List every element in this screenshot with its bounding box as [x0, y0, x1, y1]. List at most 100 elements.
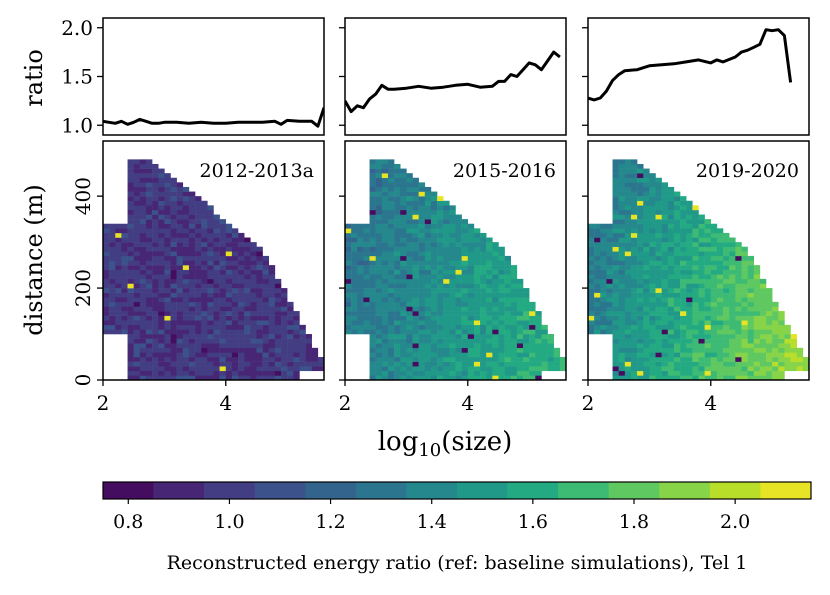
heatmap-cell	[673, 334, 681, 339]
heatmap-cell	[430, 315, 438, 321]
heatmap-cell	[630, 200, 638, 206]
heatmap-cell	[381, 334, 389, 339]
heatmap-cell	[729, 278, 736, 284]
heatmap-cell	[480, 292, 487, 298]
heatmap-cell	[133, 168, 141, 174]
heatmap-cell	[219, 288, 227, 293]
heatmap-cell	[363, 237, 370, 243]
heatmap-cell	[139, 324, 147, 330]
heatmap-cell	[643, 223, 650, 229]
heatmap-cell	[729, 246, 736, 252]
heatmap-cell	[624, 251, 632, 257]
heatmap-cell	[219, 347, 227, 353]
heatmap-cell	[213, 278, 220, 284]
heatmap-cell	[704, 311, 712, 316]
heatmap-cell	[424, 265, 432, 270]
heatmap-cell	[201, 246, 208, 252]
heatmap-cell	[400, 288, 407, 293]
heatmap-cell	[430, 311, 438, 316]
heatmap-cell	[612, 370, 619, 376]
heatmap-cell	[643, 182, 650, 188]
heatmap-cell	[164, 269, 171, 275]
heatmap-cell	[213, 343, 220, 349]
heatmap-cell	[655, 237, 662, 243]
heatmap-cell	[219, 269, 227, 275]
heatmap-cell	[618, 324, 626, 330]
heatmap-cell	[225, 366, 233, 372]
heatmap-cell	[201, 320, 208, 326]
heatmap-cell	[747, 288, 754, 293]
heatmap-cell	[400, 278, 407, 284]
heatmap-cell	[600, 255, 607, 261]
heatmap-cell	[467, 292, 475, 298]
heatmap-cell	[363, 246, 370, 252]
heatmap-cell	[121, 274, 128, 280]
heatmap-cell	[406, 297, 413, 303]
heatmap-cell	[170, 375, 177, 381]
heatmap-cell	[710, 315, 718, 321]
heatmap-cell	[139, 311, 147, 316]
heatmap-cell	[588, 223, 595, 229]
heatmap-cell	[704, 361, 712, 367]
heatmap-cell	[176, 283, 184, 289]
heatmap-cell	[412, 242, 419, 247]
heatmap-cell	[612, 347, 619, 353]
heatmap-cell	[406, 269, 413, 275]
heatmap-cell	[630, 283, 638, 289]
heatmap-cell	[686, 343, 693, 349]
heatmap-cell	[735, 366, 742, 372]
heatmap-cell	[766, 329, 773, 335]
heatmap-cell	[673, 361, 681, 367]
heatmap-cell	[673, 338, 681, 344]
heatmap-cell	[188, 214, 196, 220]
heatmap-cell	[139, 163, 147, 169]
heatmap-cell	[115, 274, 122, 280]
heatmap-cell	[437, 324, 444, 330]
heatmap-cell	[219, 260, 227, 266]
heatmap-cell	[461, 265, 469, 270]
heatmap-cell	[753, 265, 761, 270]
heatmap-cell	[437, 232, 444, 238]
heatmap-cell	[363, 292, 370, 298]
distance-tick-label: 0	[71, 374, 95, 387]
heatmap-cell	[643, 260, 650, 266]
heatmap-cell	[158, 357, 165, 362]
heatmap-cell	[195, 228, 202, 234]
heatmap-cell	[741, 278, 748, 284]
heatmap-cell	[109, 232, 116, 238]
heatmap-cell	[170, 278, 177, 284]
heatmap-cell	[667, 255, 675, 261]
heatmap-cell	[293, 320, 300, 326]
heatmap-cell	[231, 343, 239, 349]
heatmap-cell	[145, 366, 153, 372]
heatmap-cell	[357, 255, 364, 261]
heatmap-cell	[498, 274, 505, 280]
heatmap-cell	[437, 223, 444, 229]
heatmap-cell	[710, 237, 718, 243]
heatmap-cell	[680, 232, 687, 238]
heatmap-cell	[588, 255, 595, 261]
heatmap-cell	[201, 288, 208, 293]
heatmap-cell	[412, 347, 419, 353]
heatmap-cell	[424, 219, 432, 224]
heatmap-cell	[293, 370, 300, 376]
heatmap-cell	[133, 306, 141, 312]
heatmap-cell	[747, 324, 754, 330]
heatmap-cell	[618, 269, 626, 275]
heatmap-cell	[698, 366, 705, 372]
heatmap-cell	[244, 352, 251, 358]
heatmap-cell	[176, 324, 184, 330]
heatmap-cell	[612, 177, 619, 183]
heatmap-cell	[710, 269, 718, 275]
heatmap-cell	[394, 223, 401, 229]
heatmap-cell	[213, 334, 220, 339]
heatmap-cell	[152, 163, 159, 169]
heatmap-cell	[381, 311, 389, 316]
heatmap-cell	[741, 260, 748, 266]
heatmap-cell	[455, 306, 462, 312]
heatmap-cell	[449, 366, 456, 372]
heatmap-cell	[686, 324, 693, 330]
heatmap-cell	[133, 177, 141, 183]
heatmap-cell	[784, 329, 791, 335]
heatmap-cell	[351, 278, 358, 284]
